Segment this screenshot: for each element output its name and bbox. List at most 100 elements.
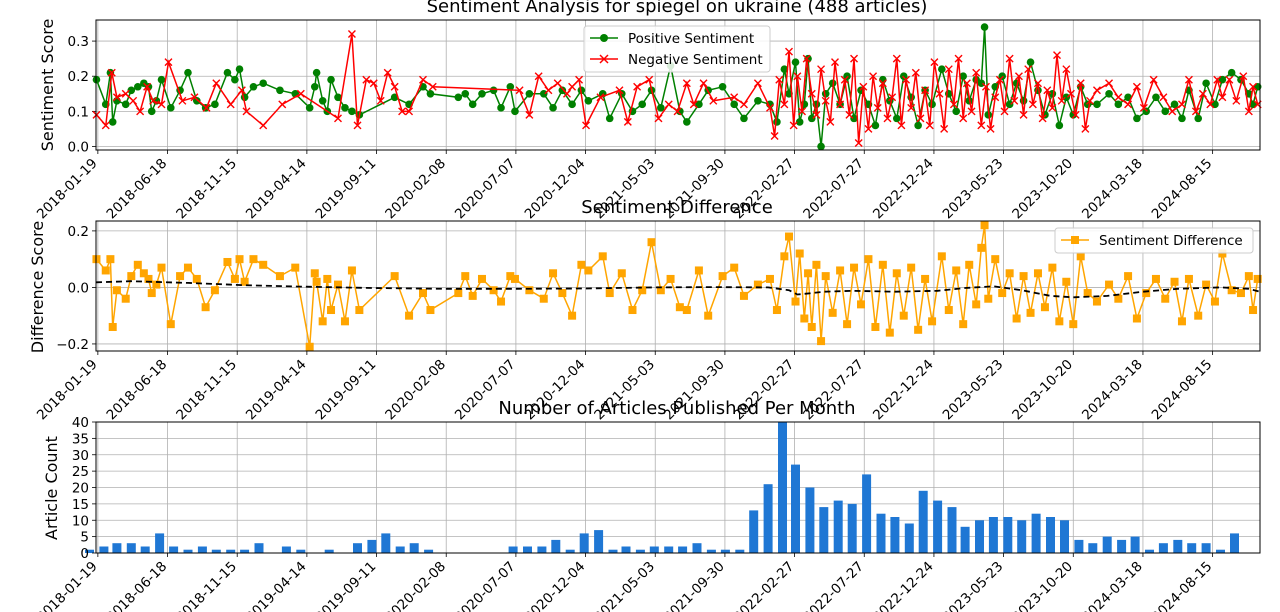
positive-sentiment-point xyxy=(977,79,986,88)
article-count-bar xyxy=(692,543,702,553)
sentiment-difference-point xyxy=(176,272,185,281)
article-count-bar xyxy=(579,533,589,553)
article-count-bar xyxy=(1003,517,1013,553)
sentiment-difference-point xyxy=(892,269,901,278)
sentiment-difference-point xyxy=(977,243,986,252)
sentiment-difference-point xyxy=(850,263,859,272)
negative-sentiment-point xyxy=(802,54,811,63)
x-tick-label: 2024-03-18 xyxy=(1079,559,1146,612)
negative-sentiment-point xyxy=(689,100,698,109)
x-tick-label: 2021-05-03 xyxy=(591,559,658,612)
negative-sentiment-point xyxy=(1010,96,1019,105)
x-tick-label: 2024-08-15 xyxy=(1149,559,1216,612)
articles-grid xyxy=(96,421,1260,554)
positive-sentiment-point xyxy=(249,82,258,91)
article-count-bar xyxy=(1031,513,1041,553)
article-count-bar xyxy=(395,546,405,553)
sentiment-difference-point xyxy=(843,320,852,329)
sentiment-difference-point xyxy=(914,325,923,334)
positive-sentiment-point xyxy=(341,104,349,112)
negative-sentiment-point xyxy=(1249,82,1258,91)
sentiment-difference-point xyxy=(807,322,816,331)
article-count-bar xyxy=(1145,549,1154,553)
difference-chart-title: Sentiment Difference xyxy=(581,197,773,218)
negative-sentiment-point xyxy=(850,54,859,63)
article-count-bar xyxy=(1187,543,1197,553)
difference-chart-panel: Sentiment Difference Difference Score 20… xyxy=(28,197,1262,423)
negative-sentiment-point xyxy=(296,89,305,98)
negative-sentiment-point xyxy=(1066,89,1075,98)
negative-sentiment-point xyxy=(699,79,708,88)
positive-sentiment-point xyxy=(1218,75,1227,84)
sentiment-difference-point xyxy=(739,291,748,300)
x-tick-label: 2018-06-18 xyxy=(104,559,171,612)
negative-sentiment-point xyxy=(902,75,911,84)
negative-sentiment-point xyxy=(1184,75,1193,84)
sentiment-difference-point xyxy=(864,255,873,264)
sentiment-difference-point xyxy=(965,260,974,269)
negative-sentiment-point xyxy=(1000,107,1009,116)
sentiment-difference-point xyxy=(1062,277,1071,286)
x-tick-label: 2022-12-24 xyxy=(870,357,937,424)
sentiment-series xyxy=(92,23,1262,151)
negative-sentiment-point xyxy=(911,68,920,77)
sentiment-difference-point xyxy=(1151,274,1160,283)
sentiment-difference-point xyxy=(1227,286,1236,295)
negative-sentiment-point xyxy=(812,110,821,119)
positive-sentiment-point xyxy=(683,118,691,126)
sentiment-difference-point xyxy=(628,306,637,315)
negative-sentiment-point xyxy=(376,96,385,105)
negative-sentiment-point xyxy=(907,103,916,112)
legend-marker-positive xyxy=(600,34,608,42)
x-tick-label: 2019-09-11 xyxy=(313,559,380,612)
legend-label-positive: Positive Sentiment xyxy=(628,31,754,47)
negative-sentiment-point xyxy=(362,75,371,84)
article-count-bar xyxy=(551,539,561,553)
x-tick-label: 2020-07-07 xyxy=(452,559,519,612)
negative-sentiment-point xyxy=(873,103,882,112)
sentiment-difference-point xyxy=(638,286,647,295)
positive-sentiment-point xyxy=(984,111,993,119)
article-count-bar xyxy=(706,549,716,553)
sentiment-difference-point xyxy=(1092,297,1101,306)
negative-sentiment-point xyxy=(1206,100,1215,109)
negative-sentiment-point xyxy=(101,121,110,130)
sentiment-plot-frame xyxy=(95,19,1261,151)
positive-sentiment-point xyxy=(334,93,342,102)
article-count-bar xyxy=(1017,520,1027,554)
sentiment-difference-point xyxy=(558,289,567,298)
negative-sentiment-point xyxy=(633,82,642,91)
x-tick-label: 2022-12-24 xyxy=(870,156,937,223)
sentiment-legend: Positive Sentiment Negative Sentiment xyxy=(583,25,771,73)
y-tick-label: 0.0 xyxy=(68,280,89,296)
negative-sentiment-point xyxy=(888,93,897,102)
sentiment-difference-point xyxy=(1124,272,1133,281)
positive-sentiment-point xyxy=(1114,100,1123,109)
sentiment-difference-point xyxy=(1083,289,1092,298)
sentiment-difference-point xyxy=(857,300,866,309)
negative-sentiment-point xyxy=(840,75,849,84)
article-count-bar xyxy=(890,517,900,553)
positive-sentiment-point xyxy=(980,23,989,31)
sentiment-difference-point xyxy=(1069,320,1078,329)
sentiment-grid xyxy=(96,20,1260,150)
sentiment-difference-point xyxy=(112,286,121,295)
negative-sentiment-point xyxy=(353,121,362,130)
article-count-bar xyxy=(1102,536,1112,553)
positive-sentiment-point xyxy=(1227,68,1236,77)
sentiment-difference-point xyxy=(418,289,427,298)
negative-sentiment-point xyxy=(544,86,553,95)
sentiment-difference-point xyxy=(355,306,364,315)
article-count-bar xyxy=(197,546,207,553)
positive-sentiment-point xyxy=(348,107,356,116)
negative-sentiment-point xyxy=(562,89,571,98)
x-tick-label: 2021-09-30 xyxy=(661,559,728,612)
sentiment-difference-point xyxy=(605,289,614,298)
x-tick-label: 2024-03-18 xyxy=(1079,357,1146,424)
article-count-bar xyxy=(975,520,984,554)
sentiment-difference-point xyxy=(1142,289,1151,298)
negative-sentiment-point xyxy=(112,93,121,102)
negative-sentiment-point xyxy=(921,86,930,95)
x-tick-label: 2022-07-27 xyxy=(800,156,867,223)
